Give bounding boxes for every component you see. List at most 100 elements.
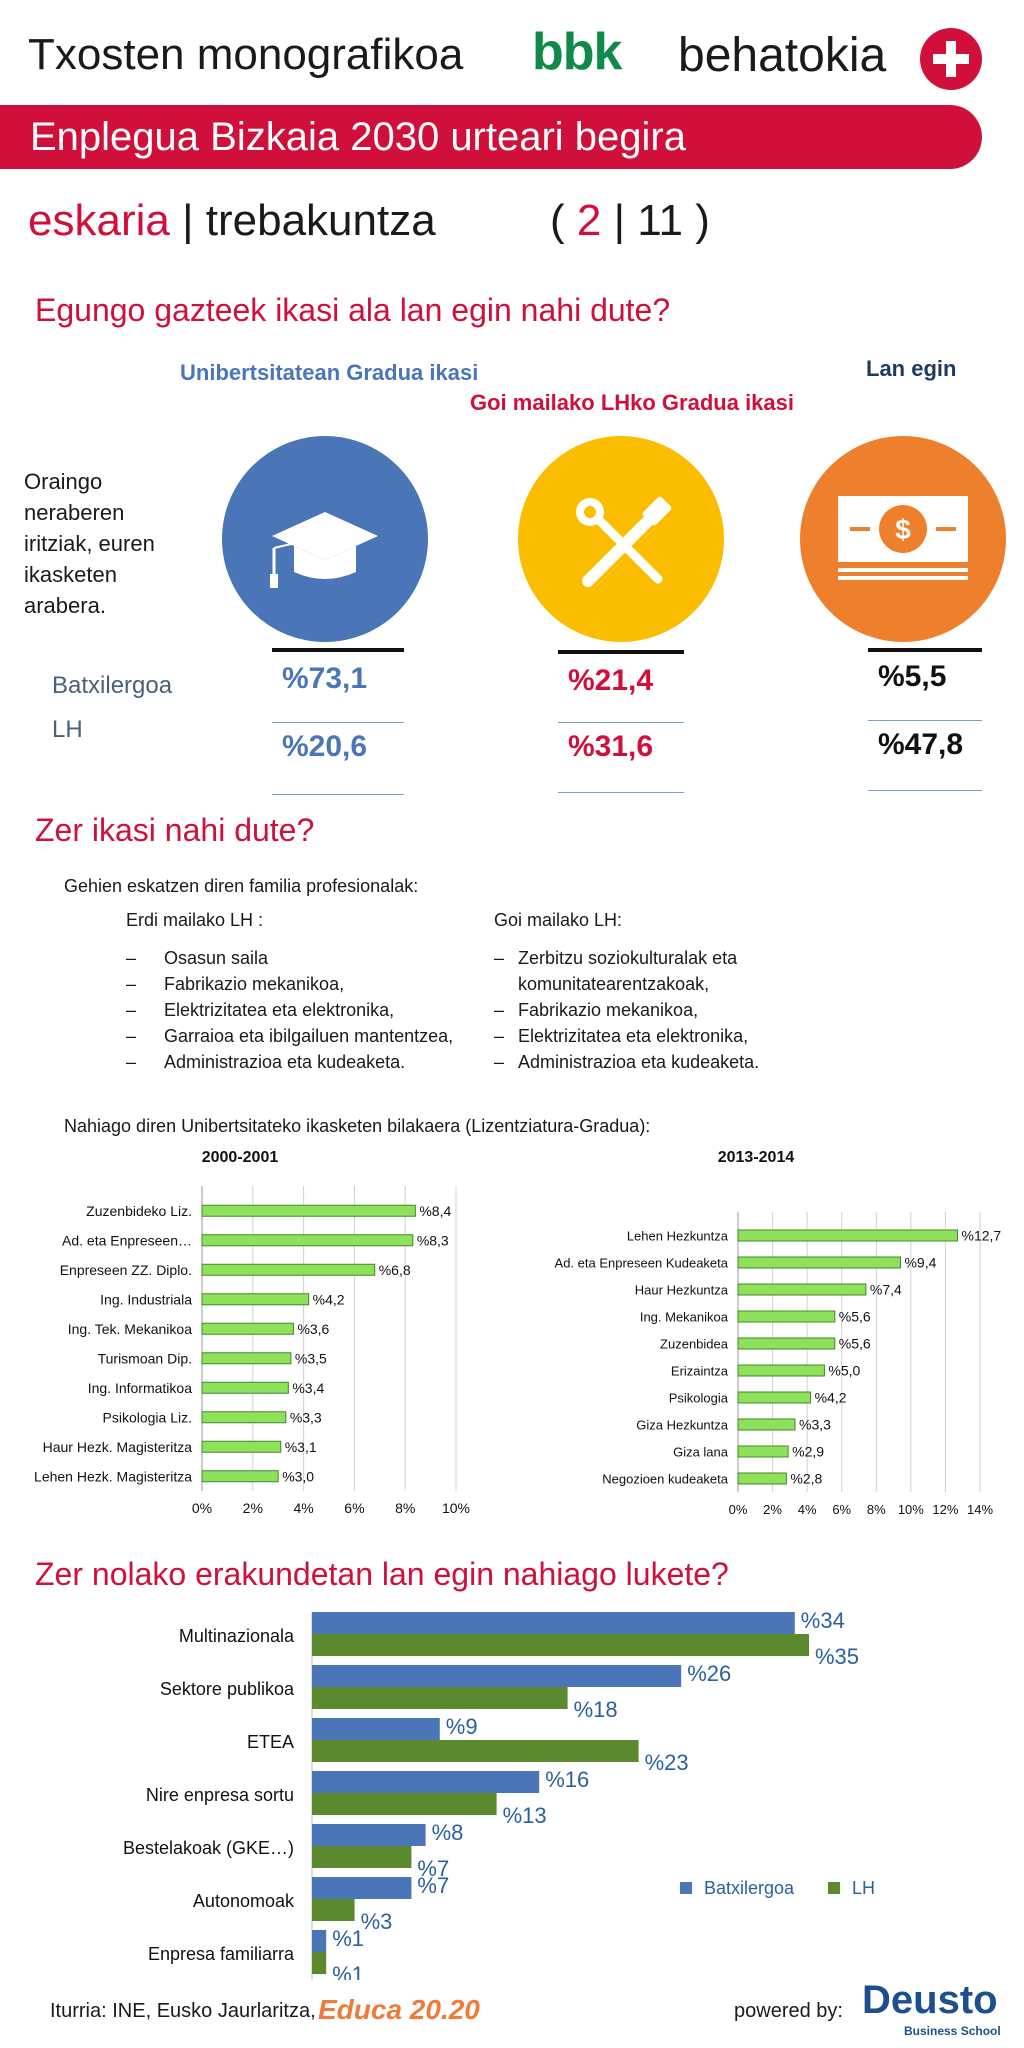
data-label: %1 <box>332 1962 364 1980</box>
subtitle-trebakuntza: trebakuntza <box>205 196 436 245</box>
bar <box>737 1391 812 1404</box>
data-label: %8 <box>432 1820 464 1845</box>
banner-title: Enplegua Bizkaia 2030 urteari begira <box>30 115 686 159</box>
data-label: %1 <box>332 1926 364 1951</box>
title-banner: Enplegua Bizkaia 2030 urteari begira <box>0 105 982 169</box>
data-label: %16 <box>545 1767 589 1792</box>
list-item: Garraioa eta ibilgailuen mantentzea, <box>126 1023 486 1049</box>
list-item: Zerbitzu soziokulturalak eta komunitatea… <box>494 945 794 997</box>
category-label: Lehen Hezk. Magisteritza <box>34 1468 192 1484</box>
data-label: %9 <box>446 1714 478 1739</box>
bar <box>201 1352 292 1365</box>
list-item: Administrazioa eta kudeaketa. <box>126 1049 486 1075</box>
bar <box>312 1771 540 1793</box>
side-text-line: ikasketen <box>24 562 117 587</box>
money-icon: $ <box>838 496 968 580</box>
x-tick-label: 8% <box>867 1502 886 1517</box>
category-label: Zuzenbidea <box>660 1337 729 1352</box>
data-label: %18 <box>574 1697 618 1722</box>
x-tick-label: 0% <box>729 1502 748 1517</box>
x-tick-label: 4% <box>798 1502 817 1517</box>
x-tick-label: 2% <box>763 1502 782 1517</box>
list-item: Osasun saila <box>126 945 486 971</box>
bar <box>737 1337 836 1350</box>
list-item: Elektrizitatea eta elektronika, <box>126 997 486 1023</box>
bar <box>737 1364 825 1377</box>
page-paren-close: ) <box>695 196 710 245</box>
data-label: %4,2 <box>313 1291 345 1307</box>
data-label: %3 <box>361 1909 393 1934</box>
legend-swatch <box>828 1882 840 1894</box>
university-circle <box>222 436 428 642</box>
divider <box>272 722 404 723</box>
bar <box>737 1229 959 1242</box>
data-label: %3,6 <box>297 1321 329 1337</box>
side-text-line: iritziak, euren <box>24 531 155 556</box>
category-label: Ing. Industriala <box>100 1291 192 1307</box>
category-label: Sektore publikoa <box>160 1679 295 1699</box>
bar <box>312 1824 426 1846</box>
data-label: %5,6 <box>839 1336 871 1352</box>
subtitle-separator: | <box>182 196 194 245</box>
work-circle: $ <box>800 436 1006 642</box>
legend-label: LH <box>852 1878 875 1898</box>
educa-logo: Educa 20.20 <box>318 1994 480 2025</box>
category-label: Autonomoak <box>193 1891 295 1911</box>
value-work-lh: %47,8 <box>878 728 964 761</box>
divider <box>272 794 404 795</box>
chart-title: 2000-2001 <box>202 1149 279 1166</box>
category-label: Giza lana <box>673 1445 729 1460</box>
category-label: Haur Hezk. Magisteritza <box>43 1439 193 1455</box>
category-label: Ing. Informatikoa <box>88 1380 192 1396</box>
bar <box>312 1740 639 1762</box>
chart-organizations: Multinazionala %34 %35 Sektore publikoa %26%… <box>123 1608 875 1980</box>
data-label: %5,6 <box>839 1309 871 1325</box>
category-label: Enpresa familiarra <box>148 1944 295 1964</box>
value-university-batxilergoa: %73,1 <box>282 662 368 695</box>
goi-mailako-list: Goi mailako LH: Zerbitzu soziokulturalak… <box>494 910 794 1075</box>
bar <box>312 1634 809 1656</box>
list-item: Elektrizitatea eta elektronika, <box>494 1023 794 1049</box>
data-label: %7 <box>417 1856 449 1881</box>
bar <box>737 1256 901 1269</box>
data-label: %9,4 <box>904 1255 936 1271</box>
divider <box>868 648 982 652</box>
x-tick-label: 6% <box>344 1500 364 1516</box>
bar <box>312 1718 440 1740</box>
data-label: %13 <box>503 1803 547 1828</box>
bar <box>201 1440 282 1453</box>
data-label: %12,7 <box>962 1228 1002 1244</box>
category-label: Negozioen kudeaketa <box>602 1472 729 1487</box>
data-label: %3,5 <box>295 1350 327 1366</box>
bar <box>201 1293 310 1306</box>
category-label: Ing. Mekanikoa <box>640 1310 729 1325</box>
category-label: Ad. eta Enpreseen… <box>62 1232 192 1248</box>
category-label: Zuzenbideko Liz. <box>86 1203 192 1219</box>
value-work-batxilergoa: %5,5 <box>878 660 947 693</box>
data-label: %23 <box>645 1750 689 1775</box>
side-text: Oraingo neraberen iritziak, euren ikaske… <box>24 466 155 621</box>
bar <box>201 1204 416 1217</box>
col-heading-work: Lan egin <box>866 356 957 381</box>
bar <box>312 1877 412 1899</box>
data-label: %3,0 <box>282 1468 314 1484</box>
bar <box>312 1793 497 1815</box>
page-separator: | <box>613 196 626 245</box>
bar <box>312 1952 327 1974</box>
x-tick-label: 12% <box>932 1502 958 1517</box>
x-tick-label: 6% <box>832 1502 851 1517</box>
section-subtitle: eskaria | trebakuntza <box>28 196 436 246</box>
x-tick-label: 8% <box>395 1500 415 1516</box>
x-tick-label: 4% <box>293 1500 313 1516</box>
chart-2000-2001: 2000-2001 0% 2% 4% 6% 8% 10% Zuzenbideko Liz. %8… <box>34 1149 470 1516</box>
value-university-lh: %20,6 <box>282 730 368 763</box>
bar <box>737 1418 796 1431</box>
category-label: Psikologia Liz. <box>103 1409 193 1425</box>
bar <box>737 1283 867 1296</box>
x-tick-label: 0% <box>192 1500 212 1516</box>
x-tick-label: 10% <box>442 1500 470 1516</box>
section3-title: Zer nolako erakundetan lan egin nahiago … <box>35 1556 729 1592</box>
page-paren-open: ( <box>550 196 565 245</box>
bar <box>201 1263 376 1276</box>
bar <box>312 1846 412 1868</box>
